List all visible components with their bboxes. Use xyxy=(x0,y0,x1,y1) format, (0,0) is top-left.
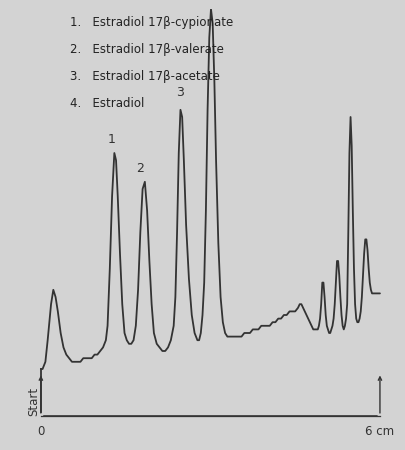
Text: 6 cm: 6 cm xyxy=(365,425,394,438)
Text: 4.   Estradiol: 4. Estradiol xyxy=(70,97,145,110)
Text: 0: 0 xyxy=(37,425,45,438)
Text: 1: 1 xyxy=(108,133,116,146)
Text: 4: 4 xyxy=(207,0,215,2)
Text: 3: 3 xyxy=(177,86,184,99)
Text: 1.   Estradiol 17β-cypionate: 1. Estradiol 17β-cypionate xyxy=(70,16,234,29)
Text: Start: Start xyxy=(27,387,40,416)
Text: 2.   Estradiol 17β-valerate: 2. Estradiol 17β-valerate xyxy=(70,43,224,56)
Text: 2: 2 xyxy=(136,162,144,175)
Text: 3.   Estradiol 17β-acetate: 3. Estradiol 17β-acetate xyxy=(70,70,220,83)
